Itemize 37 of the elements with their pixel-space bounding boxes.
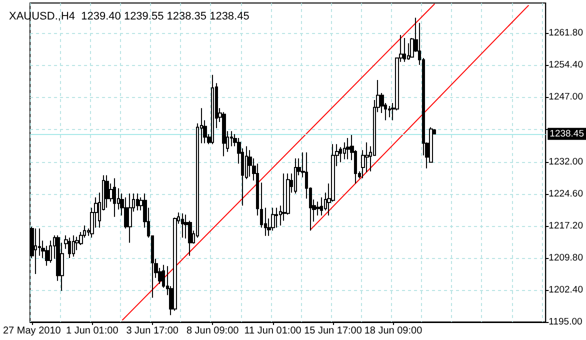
candlestick: [34, 228, 37, 274]
candlestick: [68, 237, 71, 258]
x-tick-label: 15 Jun 17:00: [304, 326, 362, 336]
candlestick: [211, 74, 214, 145]
y-tick-label: 1261.80: [548, 27, 584, 38]
candlestick: [128, 192, 132, 244]
x-tick-label: 1 Jun 01:00: [66, 326, 119, 336]
y-tick-label: 1202.40: [548, 284, 584, 296]
candlestick: [294, 158, 297, 194]
candlestick: [248, 150, 252, 178]
ref-line-label: 1238.45: [550, 128, 584, 140]
y-tick-label: 1254.40: [548, 59, 584, 70]
y-tick-label: 1217.20: [548, 220, 584, 232]
x-tick-label: 18 Jun 09:00: [364, 326, 423, 336]
candlestick: [113, 178, 116, 218]
candlestick: [275, 207, 278, 228]
candlestick: [343, 142, 346, 160]
candlestick: [181, 212, 184, 238]
candlestick: [105, 174, 109, 208]
y-tick-label: 1232.00: [548, 156, 584, 168]
y-tick-label: 1224.60: [548, 188, 584, 200]
y-tick-label: 1209.80: [548, 252, 584, 264]
x-tick-label: 8 Jun 09:00: [186, 326, 240, 336]
x-tick-label: 11 Jun 01:00: [244, 326, 302, 336]
candlestick: [339, 146, 342, 163]
candlestick: [72, 234, 75, 258]
candlestick: [388, 106, 391, 118]
x-tick-label: 27 May 2010: [2, 326, 62, 336]
y-tick-label: 1195.00: [548, 316, 582, 328]
candlestick: [346, 138, 350, 160]
candlestick: [222, 112, 226, 157]
candlestick: [282, 173, 286, 222]
x-tick-label: 3 Jun 17:00: [126, 326, 179, 336]
candlestick: [136, 192, 139, 211]
candlestick: [320, 196, 323, 216]
y-tick-label: 1247.00: [548, 91, 584, 102]
candlestick: [403, 38, 406, 62]
